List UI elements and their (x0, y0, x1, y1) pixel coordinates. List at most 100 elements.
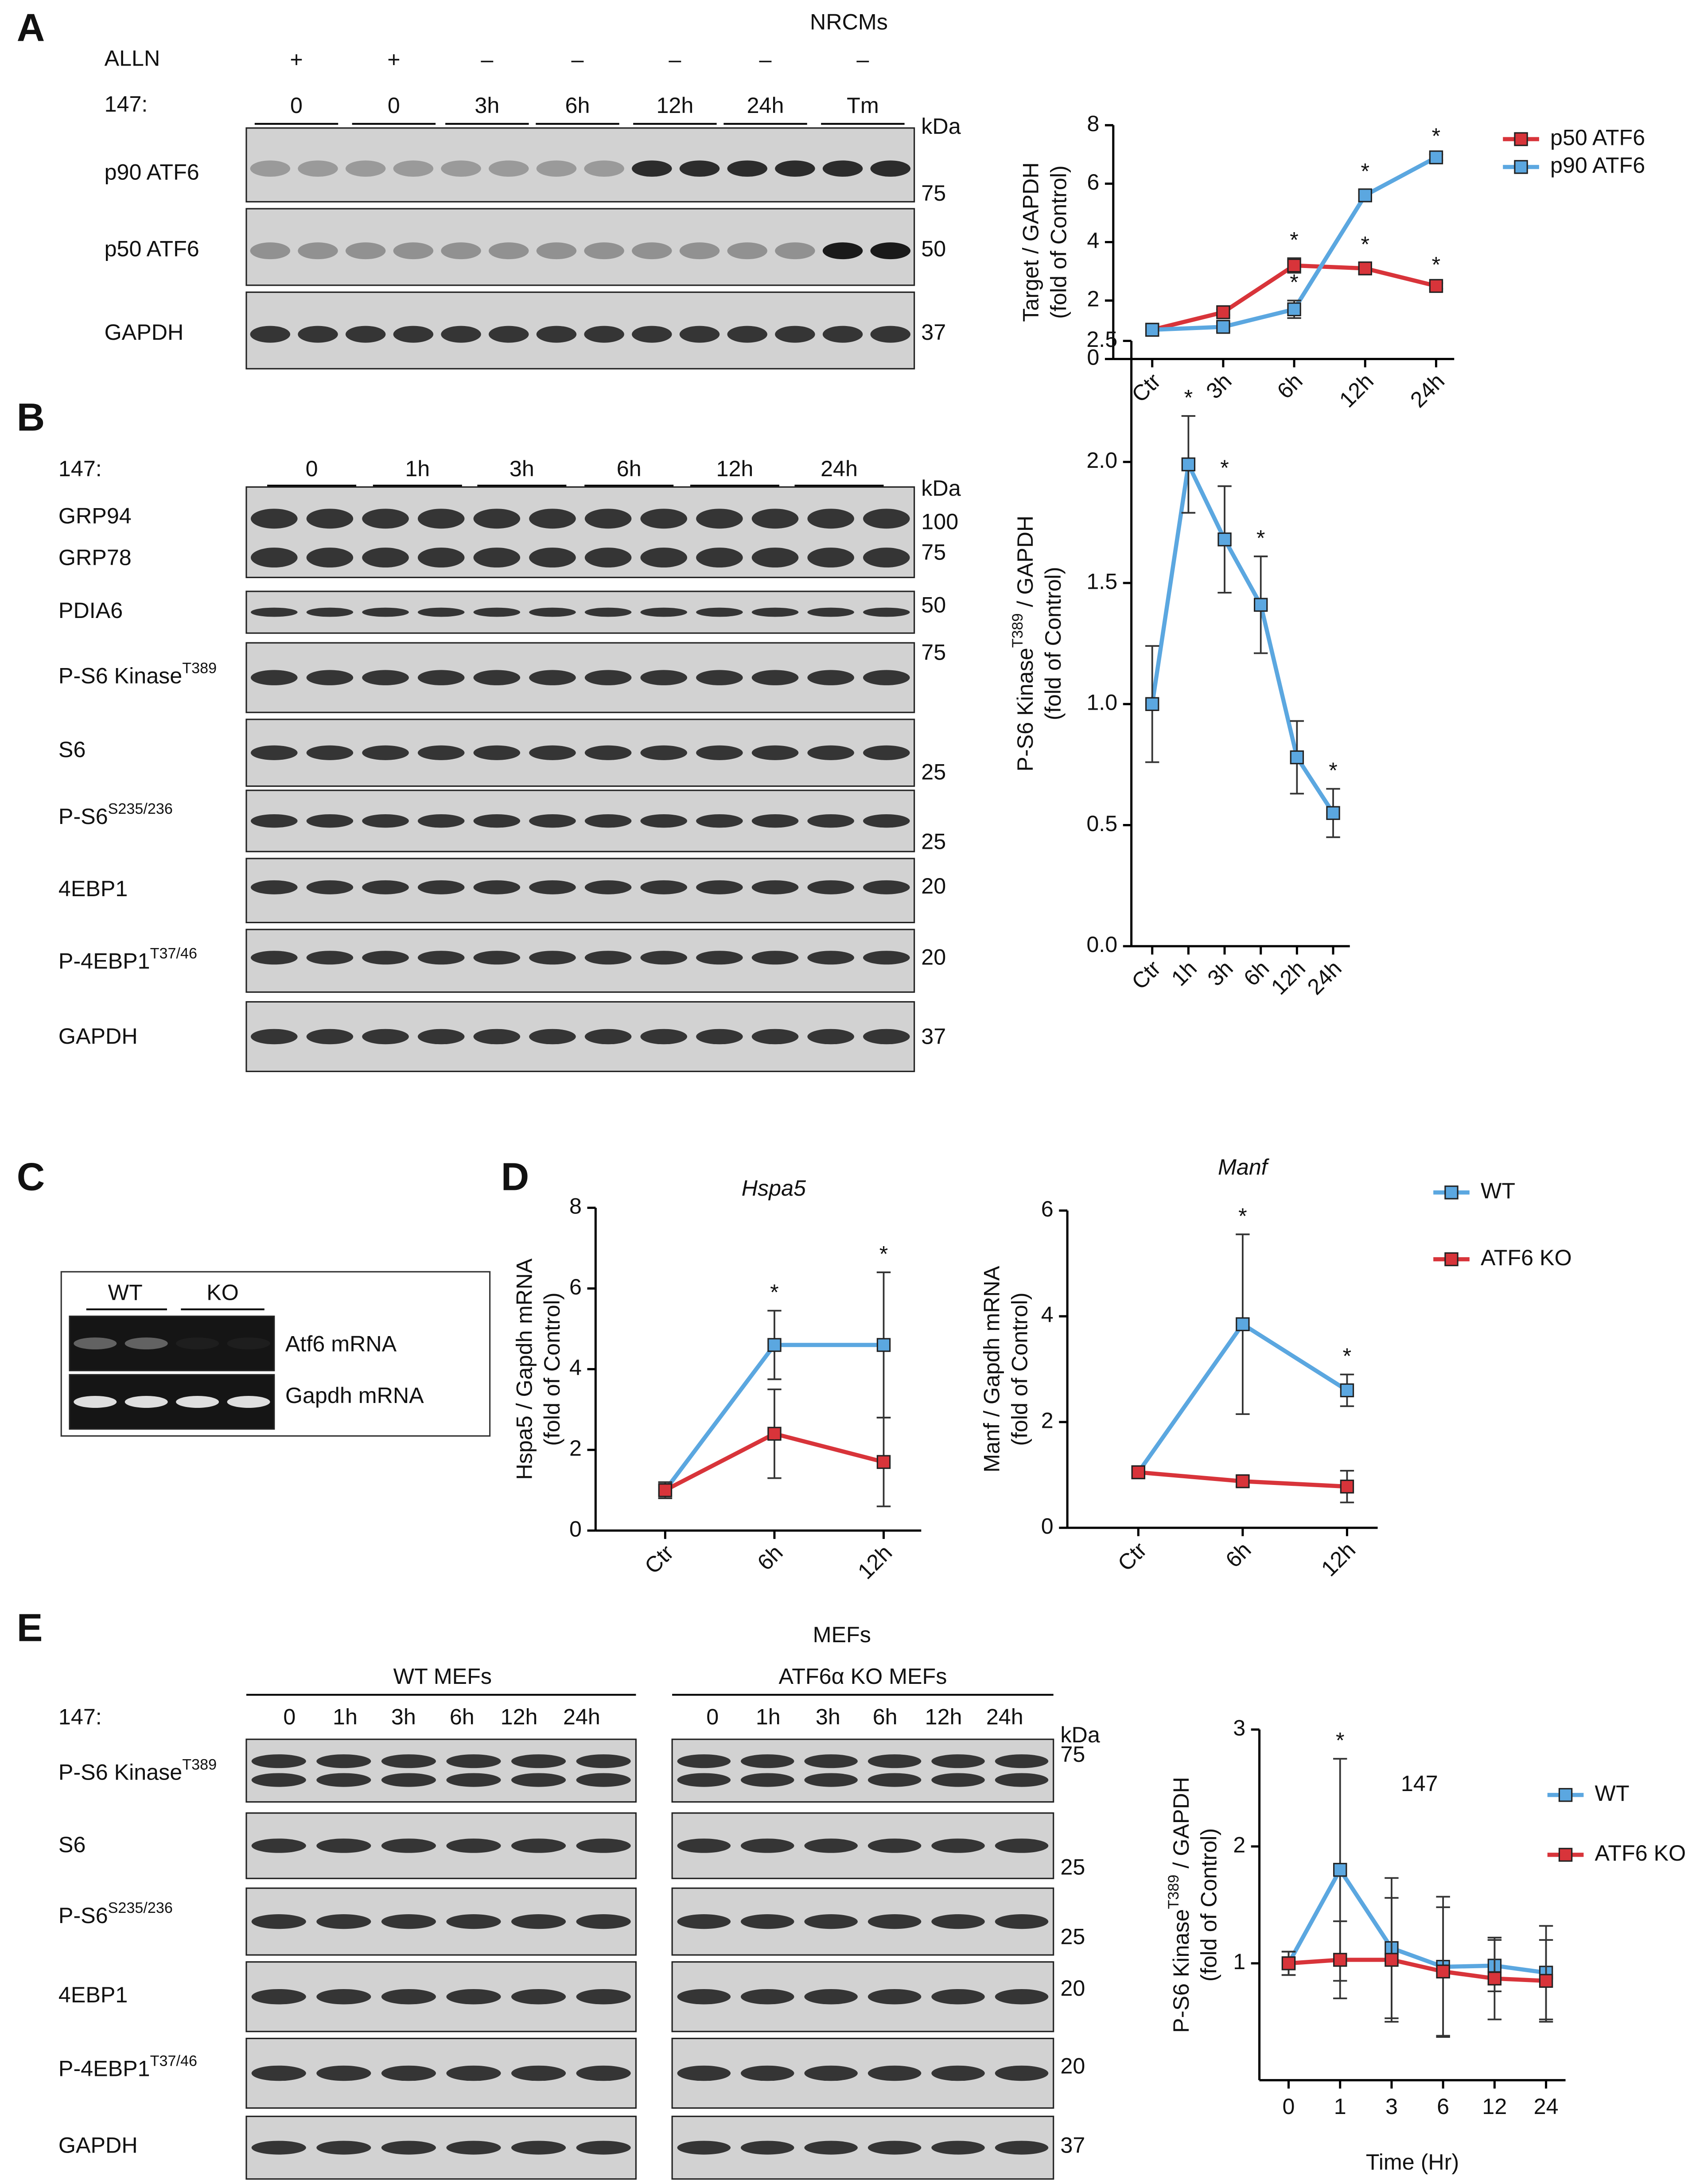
band (446, 1838, 501, 1853)
band-label-part: GAPDH (58, 1024, 138, 1049)
x-tick-label: 12h (853, 1540, 897, 1584)
band-label-part: S6 (58, 1832, 86, 1857)
blot-strip (245, 719, 915, 787)
marker (1181, 457, 1196, 471)
band-label: 4EBP1 (58, 876, 128, 901)
band (804, 1989, 858, 2005)
band (751, 745, 799, 760)
legend-marker (1444, 1252, 1459, 1267)
band (640, 880, 688, 894)
x-tick-label: 24h (1303, 956, 1346, 999)
band (727, 160, 767, 177)
marker (1145, 697, 1159, 711)
legend-marker (1514, 132, 1528, 146)
panel-label: C (17, 1155, 45, 1199)
band (640, 814, 688, 828)
band (632, 242, 672, 260)
band (931, 2065, 985, 2081)
x-tick-label: 3h (1203, 956, 1238, 991)
band (863, 670, 910, 685)
band (804, 2141, 858, 2155)
band-label-part: T389 (182, 1757, 217, 1773)
band (696, 548, 743, 568)
lane-label: 24h (986, 1704, 1023, 1729)
x-tick-label: 6h (753, 1540, 788, 1575)
lane-label: 12h (716, 456, 754, 481)
x-tick-label: 6h (1272, 369, 1307, 404)
band (863, 814, 910, 828)
band (536, 326, 577, 343)
marker (1333, 1953, 1347, 1967)
band (867, 1754, 922, 1768)
band (576, 2141, 631, 2155)
band (251, 1914, 306, 1929)
y-axis-label-part: (fold of Control) (1007, 1293, 1032, 1446)
band (362, 548, 409, 568)
band (362, 607, 409, 617)
significance: * (879, 1242, 888, 1267)
significance: * (1329, 758, 1338, 783)
band (804, 1838, 858, 1853)
x-tick-label: 1h (1167, 956, 1202, 991)
y-axis-label: Manf / Gapdh mRNA (980, 1266, 1004, 1473)
band (584, 160, 624, 177)
band (417, 880, 465, 894)
band (775, 160, 815, 177)
band (931, 2141, 985, 2155)
band-label: GRP94 (58, 504, 132, 529)
band (863, 880, 910, 894)
lane-label: 0 (306, 456, 318, 481)
band (867, 2065, 922, 2081)
band (931, 1838, 985, 1853)
band-label-part: GRP94 (58, 504, 132, 529)
band (74, 1337, 117, 1350)
blot-strip (245, 591, 915, 634)
band (584, 509, 632, 529)
band (529, 607, 576, 617)
legend-marker (1444, 1185, 1459, 1200)
band (250, 160, 291, 177)
band (473, 670, 521, 685)
group-label: WT (108, 1280, 143, 1305)
band (804, 1914, 858, 1929)
kda-label: 20 (1060, 1976, 1085, 2001)
band (807, 670, 854, 685)
lane-symbol: – (572, 47, 584, 72)
band (632, 160, 672, 177)
blot-strip (245, 858, 915, 924)
y-tick-label: 8 (569, 1194, 582, 1219)
y-axis-label: (fold of Control) (1041, 567, 1066, 720)
blot-strip (245, 1001, 915, 1073)
band (473, 880, 521, 894)
band (124, 1337, 168, 1350)
band-label: P-S6 KinaseT389 (58, 660, 217, 688)
band (584, 880, 632, 894)
marker (1131, 1465, 1146, 1480)
marker (1326, 806, 1340, 820)
band (446, 1773, 501, 1787)
band (511, 2065, 566, 2081)
blot-strip (671, 1738, 1054, 1803)
band (931, 1914, 985, 1929)
marker (1385, 1953, 1399, 1967)
band (362, 1029, 409, 1045)
y-tick-label: 4 (1041, 1302, 1054, 1327)
band (640, 670, 688, 685)
band (381, 2141, 436, 2155)
band (251, 1838, 306, 1853)
band-label: P-S6S235/236 (58, 1900, 173, 1928)
band (807, 548, 854, 568)
band (511, 1914, 566, 1929)
blot-strip (245, 1812, 637, 1879)
y-tick-label: 0 (569, 1516, 582, 1541)
lane-label: Tm (847, 93, 879, 118)
band (640, 607, 688, 617)
band (441, 160, 481, 177)
band (995, 1773, 1049, 1787)
lane-label: 12h (925, 1704, 962, 1729)
band (251, 548, 298, 568)
band-label-part: S235/236 (108, 801, 173, 817)
band-label: GAPDH (105, 320, 184, 345)
band-label-part: p50 ATF6 (105, 237, 199, 261)
group-label: ATF6α KO MEFs (778, 1664, 947, 1689)
